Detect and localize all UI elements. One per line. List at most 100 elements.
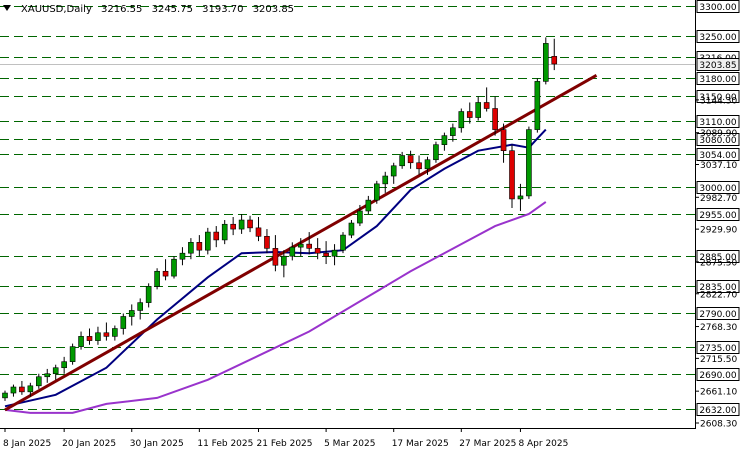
candle [213, 226, 220, 248]
candle [534, 78, 541, 133]
level-label: 3250.00 [699, 33, 736, 43]
candle-body [534, 81, 541, 130]
candle [86, 328, 93, 345]
candle [450, 123, 456, 142]
low-value: 3193.70 [202, 4, 244, 15]
candle [27, 382, 34, 397]
x-tick-label: 30 Jan 2025 [130, 439, 184, 449]
y-tick-label: 2661.10 [700, 388, 737, 398]
candle [179, 247, 186, 266]
candle-body [10, 386, 17, 394]
candle-body [213, 231, 220, 241]
candle [221, 220, 228, 245]
level-label: 3080.00 [699, 136, 736, 146]
current-price-box [696, 58, 740, 71]
candle [390, 162, 397, 184]
candle-body [517, 195, 524, 200]
level-label: 3150.00 [699, 93, 736, 103]
candle [441, 132, 448, 151]
candle [297, 238, 304, 257]
high-value: 3245.75 [151, 4, 193, 15]
candle [517, 183, 524, 211]
candle-body [323, 252, 329, 257]
candle-body [154, 270, 160, 287]
y-tick-label: 2822.70 [700, 290, 737, 300]
level-label-box [696, 72, 740, 85]
open-value: 3216.55 [101, 4, 143, 15]
level-label-box [696, 208, 740, 221]
y-tick-label: 2608.30 [700, 419, 737, 429]
level-label: 3300.00 [699, 3, 736, 13]
candle-body [424, 159, 431, 170]
candle [19, 380, 25, 395]
level-label: 3054.00 [699, 151, 736, 161]
candle-body [551, 56, 558, 65]
candle-body [340, 234, 346, 251]
candle-body [103, 332, 110, 337]
level-label: 2632.00 [699, 406, 736, 416]
candle-body [483, 102, 490, 109]
candle [10, 384, 17, 397]
candle-body [314, 248, 321, 254]
level-label-box [696, 133, 740, 146]
candle-body [492, 108, 498, 130]
candle-body [348, 222, 355, 236]
candle [416, 155, 422, 175]
candle-body [297, 243, 304, 248]
candle-body [542, 43, 549, 82]
candle [78, 331, 84, 350]
candle [272, 235, 279, 272]
candle [120, 313, 127, 335]
level-label: 3110.00 [699, 118, 736, 128]
y-tick-label: 2875.50 [700, 258, 737, 268]
candle [2, 390, 8, 401]
candle-body [407, 155, 414, 164]
candle-body [171, 258, 177, 277]
candle-body [205, 231, 211, 251]
candle-body [331, 249, 338, 257]
level-label-box [696, 280, 740, 293]
candle [112, 325, 118, 341]
candle [196, 235, 203, 257]
candle [35, 373, 42, 389]
candle-body [78, 336, 84, 347]
level-label-box [696, 307, 740, 320]
candle-body [399, 155, 405, 167]
candle-body [120, 316, 127, 329]
candle [340, 232, 346, 254]
candle [466, 102, 473, 124]
level-label: 3180.00 [699, 75, 736, 85]
level-label: 2735.00 [699, 344, 736, 354]
candle-body [433, 144, 439, 161]
candle [542, 37, 549, 85]
candle [382, 171, 389, 193]
candle [61, 356, 67, 374]
ma-slow-line [4, 201, 547, 414]
candle [475, 96, 482, 121]
candle-body [365, 199, 372, 212]
level-label-box [696, 341, 740, 354]
level-label: 2885.00 [699, 253, 736, 263]
level-label-box [696, 0, 740, 13]
candle [52, 364, 59, 380]
candle [492, 96, 498, 136]
candle [137, 298, 143, 320]
candle-body [238, 219, 245, 230]
y-tick-label: 2982.70 [700, 194, 737, 204]
candle-body [458, 111, 465, 129]
y-tick-label: 3144.30 [700, 96, 737, 106]
dropdown-triangle-icon[interactable] [3, 5, 11, 11]
candle-body [162, 270, 169, 277]
candle-body [255, 227, 262, 237]
level-label-box [696, 368, 740, 381]
candle-body [44, 373, 51, 378]
x-tick-label: 27 Mar 2025 [459, 439, 516, 449]
candle-body [196, 242, 203, 251]
x-tick-label: 17 Mar 2025 [392, 439, 449, 449]
candle-body [509, 150, 515, 200]
candle [247, 215, 253, 233]
candle-body [390, 165, 397, 177]
x-tick-label: 8 Jan 2025 [3, 439, 51, 449]
candle [69, 343, 76, 365]
